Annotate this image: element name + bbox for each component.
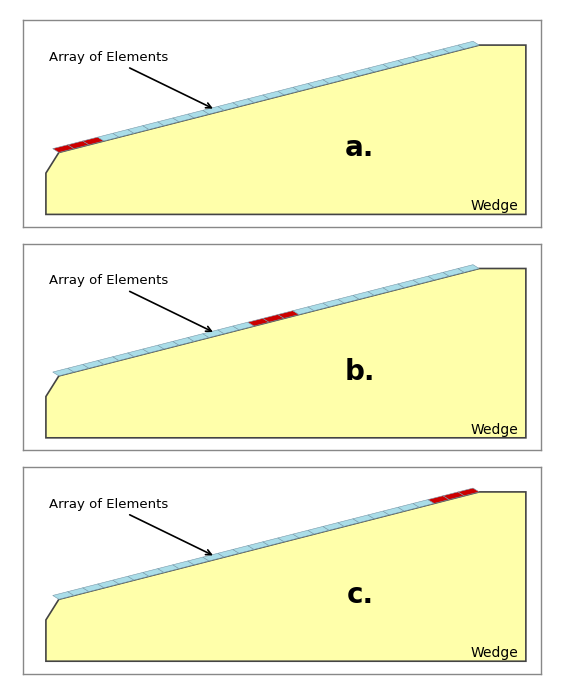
Polygon shape — [308, 80, 329, 87]
Polygon shape — [368, 511, 389, 519]
Polygon shape — [248, 95, 269, 103]
Text: a.: a. — [345, 134, 374, 162]
Polygon shape — [143, 122, 164, 129]
Polygon shape — [52, 368, 74, 376]
Text: Wedge: Wedge — [470, 422, 518, 437]
Polygon shape — [68, 588, 89, 596]
Text: Array of Elements: Array of Elements — [49, 274, 212, 331]
Polygon shape — [353, 68, 374, 76]
Polygon shape — [278, 87, 299, 95]
Polygon shape — [353, 515, 374, 523]
Text: c.: c. — [346, 581, 373, 609]
Polygon shape — [203, 106, 224, 114]
Polygon shape — [98, 133, 119, 141]
Polygon shape — [353, 292, 374, 299]
Polygon shape — [188, 110, 209, 118]
Polygon shape — [188, 557, 209, 565]
Polygon shape — [293, 307, 314, 315]
Polygon shape — [338, 519, 359, 527]
Polygon shape — [52, 145, 74, 152]
Polygon shape — [218, 103, 239, 110]
Polygon shape — [68, 364, 89, 372]
Polygon shape — [128, 349, 149, 357]
Polygon shape — [323, 523, 344, 530]
Polygon shape — [52, 592, 74, 599]
Polygon shape — [293, 530, 314, 538]
Polygon shape — [158, 118, 179, 126]
Polygon shape — [323, 76, 344, 83]
Text: Wedge: Wedge — [470, 199, 518, 213]
Polygon shape — [173, 561, 194, 569]
Polygon shape — [368, 288, 389, 295]
Polygon shape — [173, 338, 194, 345]
Polygon shape — [398, 57, 419, 64]
Polygon shape — [413, 53, 434, 60]
Polygon shape — [203, 330, 224, 338]
Polygon shape — [188, 334, 209, 341]
Polygon shape — [128, 126, 149, 133]
Polygon shape — [383, 284, 404, 292]
Polygon shape — [428, 496, 449, 504]
Polygon shape — [413, 500, 434, 507]
Polygon shape — [443, 45, 464, 53]
Polygon shape — [428, 272, 449, 280]
Polygon shape — [308, 527, 329, 534]
Polygon shape — [278, 534, 299, 542]
Polygon shape — [278, 311, 299, 318]
Polygon shape — [443, 492, 464, 500]
Polygon shape — [458, 265, 479, 272]
Polygon shape — [68, 141, 89, 149]
Polygon shape — [113, 129, 134, 137]
Polygon shape — [308, 303, 329, 311]
Text: Wedge: Wedge — [470, 646, 518, 660]
Polygon shape — [293, 83, 314, 91]
Polygon shape — [113, 576, 134, 584]
Polygon shape — [233, 546, 254, 553]
Polygon shape — [338, 295, 359, 303]
Polygon shape — [46, 269, 526, 438]
Text: Array of Elements: Array of Elements — [49, 51, 212, 108]
Polygon shape — [398, 504, 419, 511]
Polygon shape — [233, 99, 254, 106]
Polygon shape — [443, 269, 464, 276]
Polygon shape — [83, 137, 104, 145]
Text: b.: b. — [345, 357, 375, 386]
Text: Array of Elements: Array of Elements — [49, 498, 212, 554]
Polygon shape — [383, 60, 404, 68]
Polygon shape — [413, 276, 434, 284]
Polygon shape — [158, 565, 179, 573]
Polygon shape — [248, 318, 269, 326]
Polygon shape — [218, 326, 239, 334]
Polygon shape — [248, 542, 269, 550]
Polygon shape — [158, 341, 179, 349]
Polygon shape — [46, 492, 526, 661]
Polygon shape — [143, 345, 164, 353]
Polygon shape — [458, 488, 479, 496]
Polygon shape — [218, 550, 239, 557]
Polygon shape — [173, 114, 194, 122]
Polygon shape — [98, 580, 119, 588]
Polygon shape — [83, 584, 104, 592]
Polygon shape — [143, 569, 164, 576]
Polygon shape — [398, 280, 419, 288]
Polygon shape — [263, 91, 284, 99]
Polygon shape — [98, 357, 119, 364]
Polygon shape — [368, 64, 389, 72]
Polygon shape — [458, 41, 479, 49]
Polygon shape — [338, 72, 359, 80]
Polygon shape — [233, 322, 254, 330]
Polygon shape — [46, 45, 526, 215]
Polygon shape — [128, 573, 149, 580]
Polygon shape — [383, 507, 404, 515]
Polygon shape — [203, 553, 224, 561]
Polygon shape — [263, 538, 284, 546]
Polygon shape — [83, 361, 104, 368]
Polygon shape — [323, 299, 344, 307]
Polygon shape — [428, 49, 449, 57]
Polygon shape — [263, 315, 284, 322]
Polygon shape — [113, 353, 134, 361]
